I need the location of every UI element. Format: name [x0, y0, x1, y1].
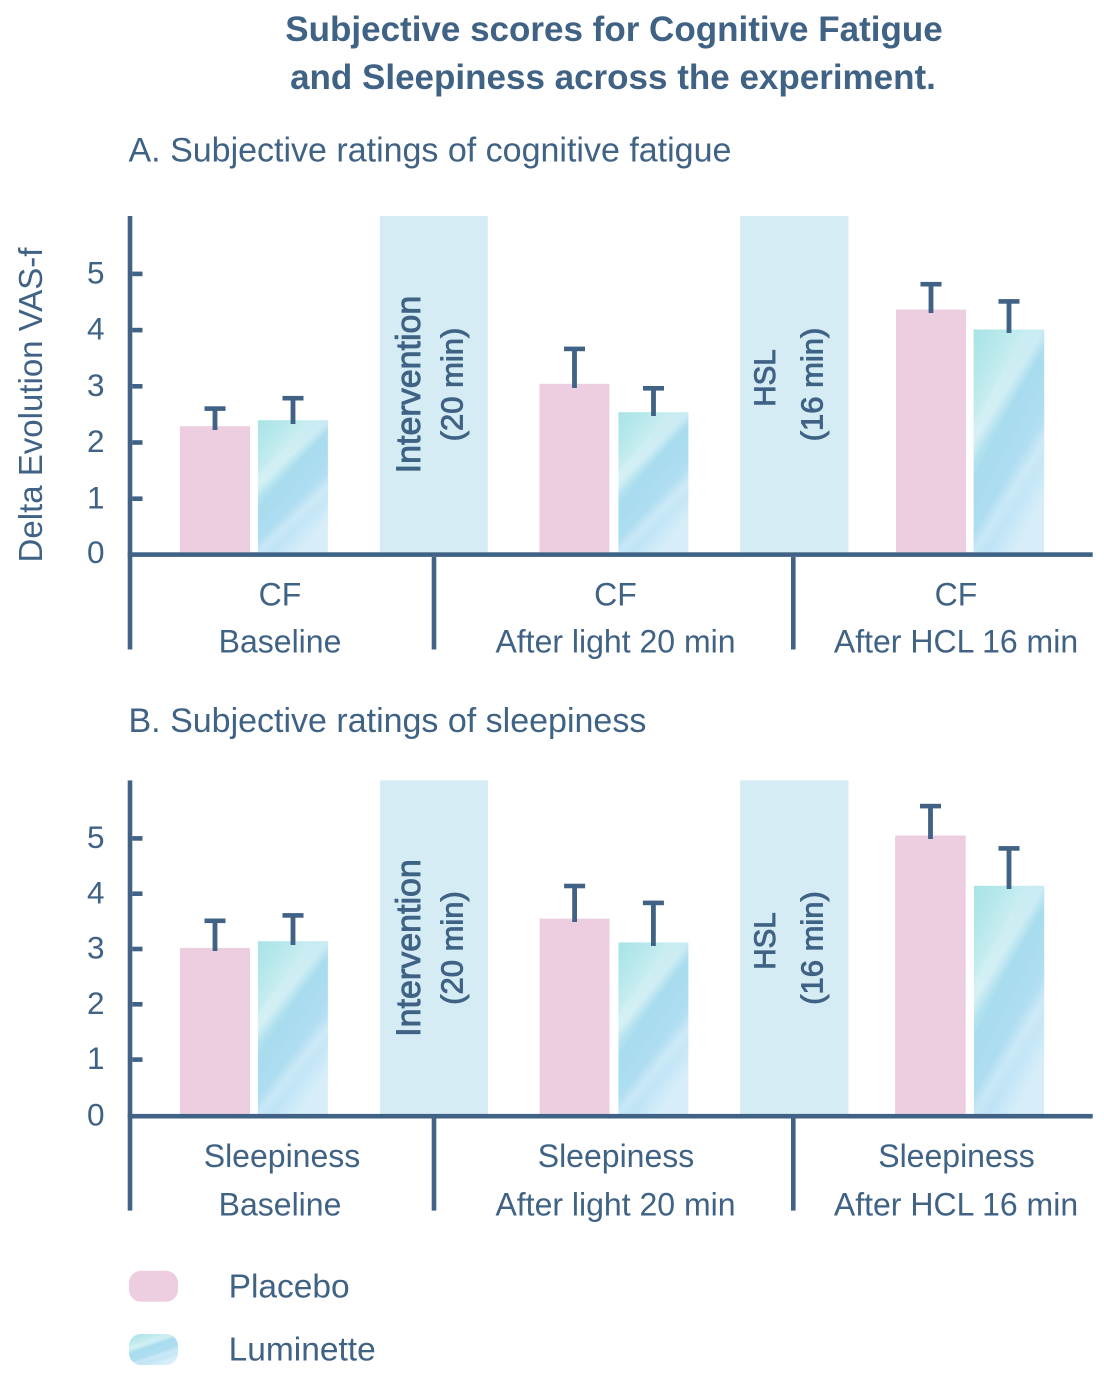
svg-text:1: 1: [87, 1040, 105, 1076]
svg-text:5: 5: [87, 819, 105, 855]
svg-text:2: 2: [87, 985, 105, 1021]
svg-text:After light 20 min: After light 20 min: [495, 624, 735, 660]
svg-text:5: 5: [87, 255, 105, 291]
svg-text:After HCL 16 min: After HCL 16 min: [834, 1187, 1078, 1223]
svg-text:0: 0: [87, 1097, 105, 1133]
svg-text:Sleepiness: Sleepiness: [204, 1138, 361, 1174]
svg-text:3: 3: [87, 367, 105, 403]
svg-text:and Sleepiness across the expe: and Sleepiness across the experiment.: [290, 58, 936, 97]
svg-text:CF: CF: [594, 577, 637, 613]
svg-text:(20 min): (20 min): [435, 328, 470, 442]
svg-text:HSL: HSL: [749, 912, 782, 969]
svg-text:1: 1: [87, 479, 105, 515]
svg-text:Sleepiness: Sleepiness: [538, 1138, 695, 1174]
svg-text:(20 min): (20 min): [435, 891, 470, 1005]
svg-text:B. Subjective ratings of sleep: B. Subjective ratings of sleepiness: [129, 702, 647, 740]
svg-text:Subjective scores for Cognitiv: Subjective scores for Cognitive Fatigue: [285, 10, 942, 49]
svg-text:Luminette: Luminette: [229, 1332, 376, 1369]
svg-text:After light 20 min: After light 20 min: [495, 1187, 735, 1223]
svg-text:(16 min): (16 min): [795, 328, 830, 442]
svg-text:3: 3: [87, 930, 105, 966]
svg-text:Sleepiness: Sleepiness: [878, 1138, 1035, 1174]
svg-text:4: 4: [87, 311, 105, 347]
svg-text:0: 0: [87, 534, 105, 570]
svg-text:(16 min): (16 min): [795, 891, 830, 1005]
svg-text:2: 2: [87, 423, 105, 459]
svg-text:HSL: HSL: [749, 349, 782, 406]
svg-text:4: 4: [87, 874, 105, 910]
svg-text:CF: CF: [935, 577, 978, 613]
svg-text:After HCL 16 min: After HCL 16 min: [834, 624, 1078, 660]
svg-text:Baseline: Baseline: [219, 624, 342, 660]
svg-text:Intervention: Intervention: [390, 296, 428, 474]
svg-text:Placebo: Placebo: [229, 1268, 350, 1305]
svg-text:CF: CF: [259, 577, 302, 613]
svg-text:Intervention: Intervention: [390, 859, 428, 1037]
svg-text:A. Subjective ratings of cogni: A. Subjective ratings of cognitive fatig…: [129, 132, 732, 170]
svg-text:Delta Evolution VAS-f: Delta Evolution VAS-f: [12, 247, 49, 563]
svg-text:Baseline: Baseline: [219, 1187, 342, 1223]
